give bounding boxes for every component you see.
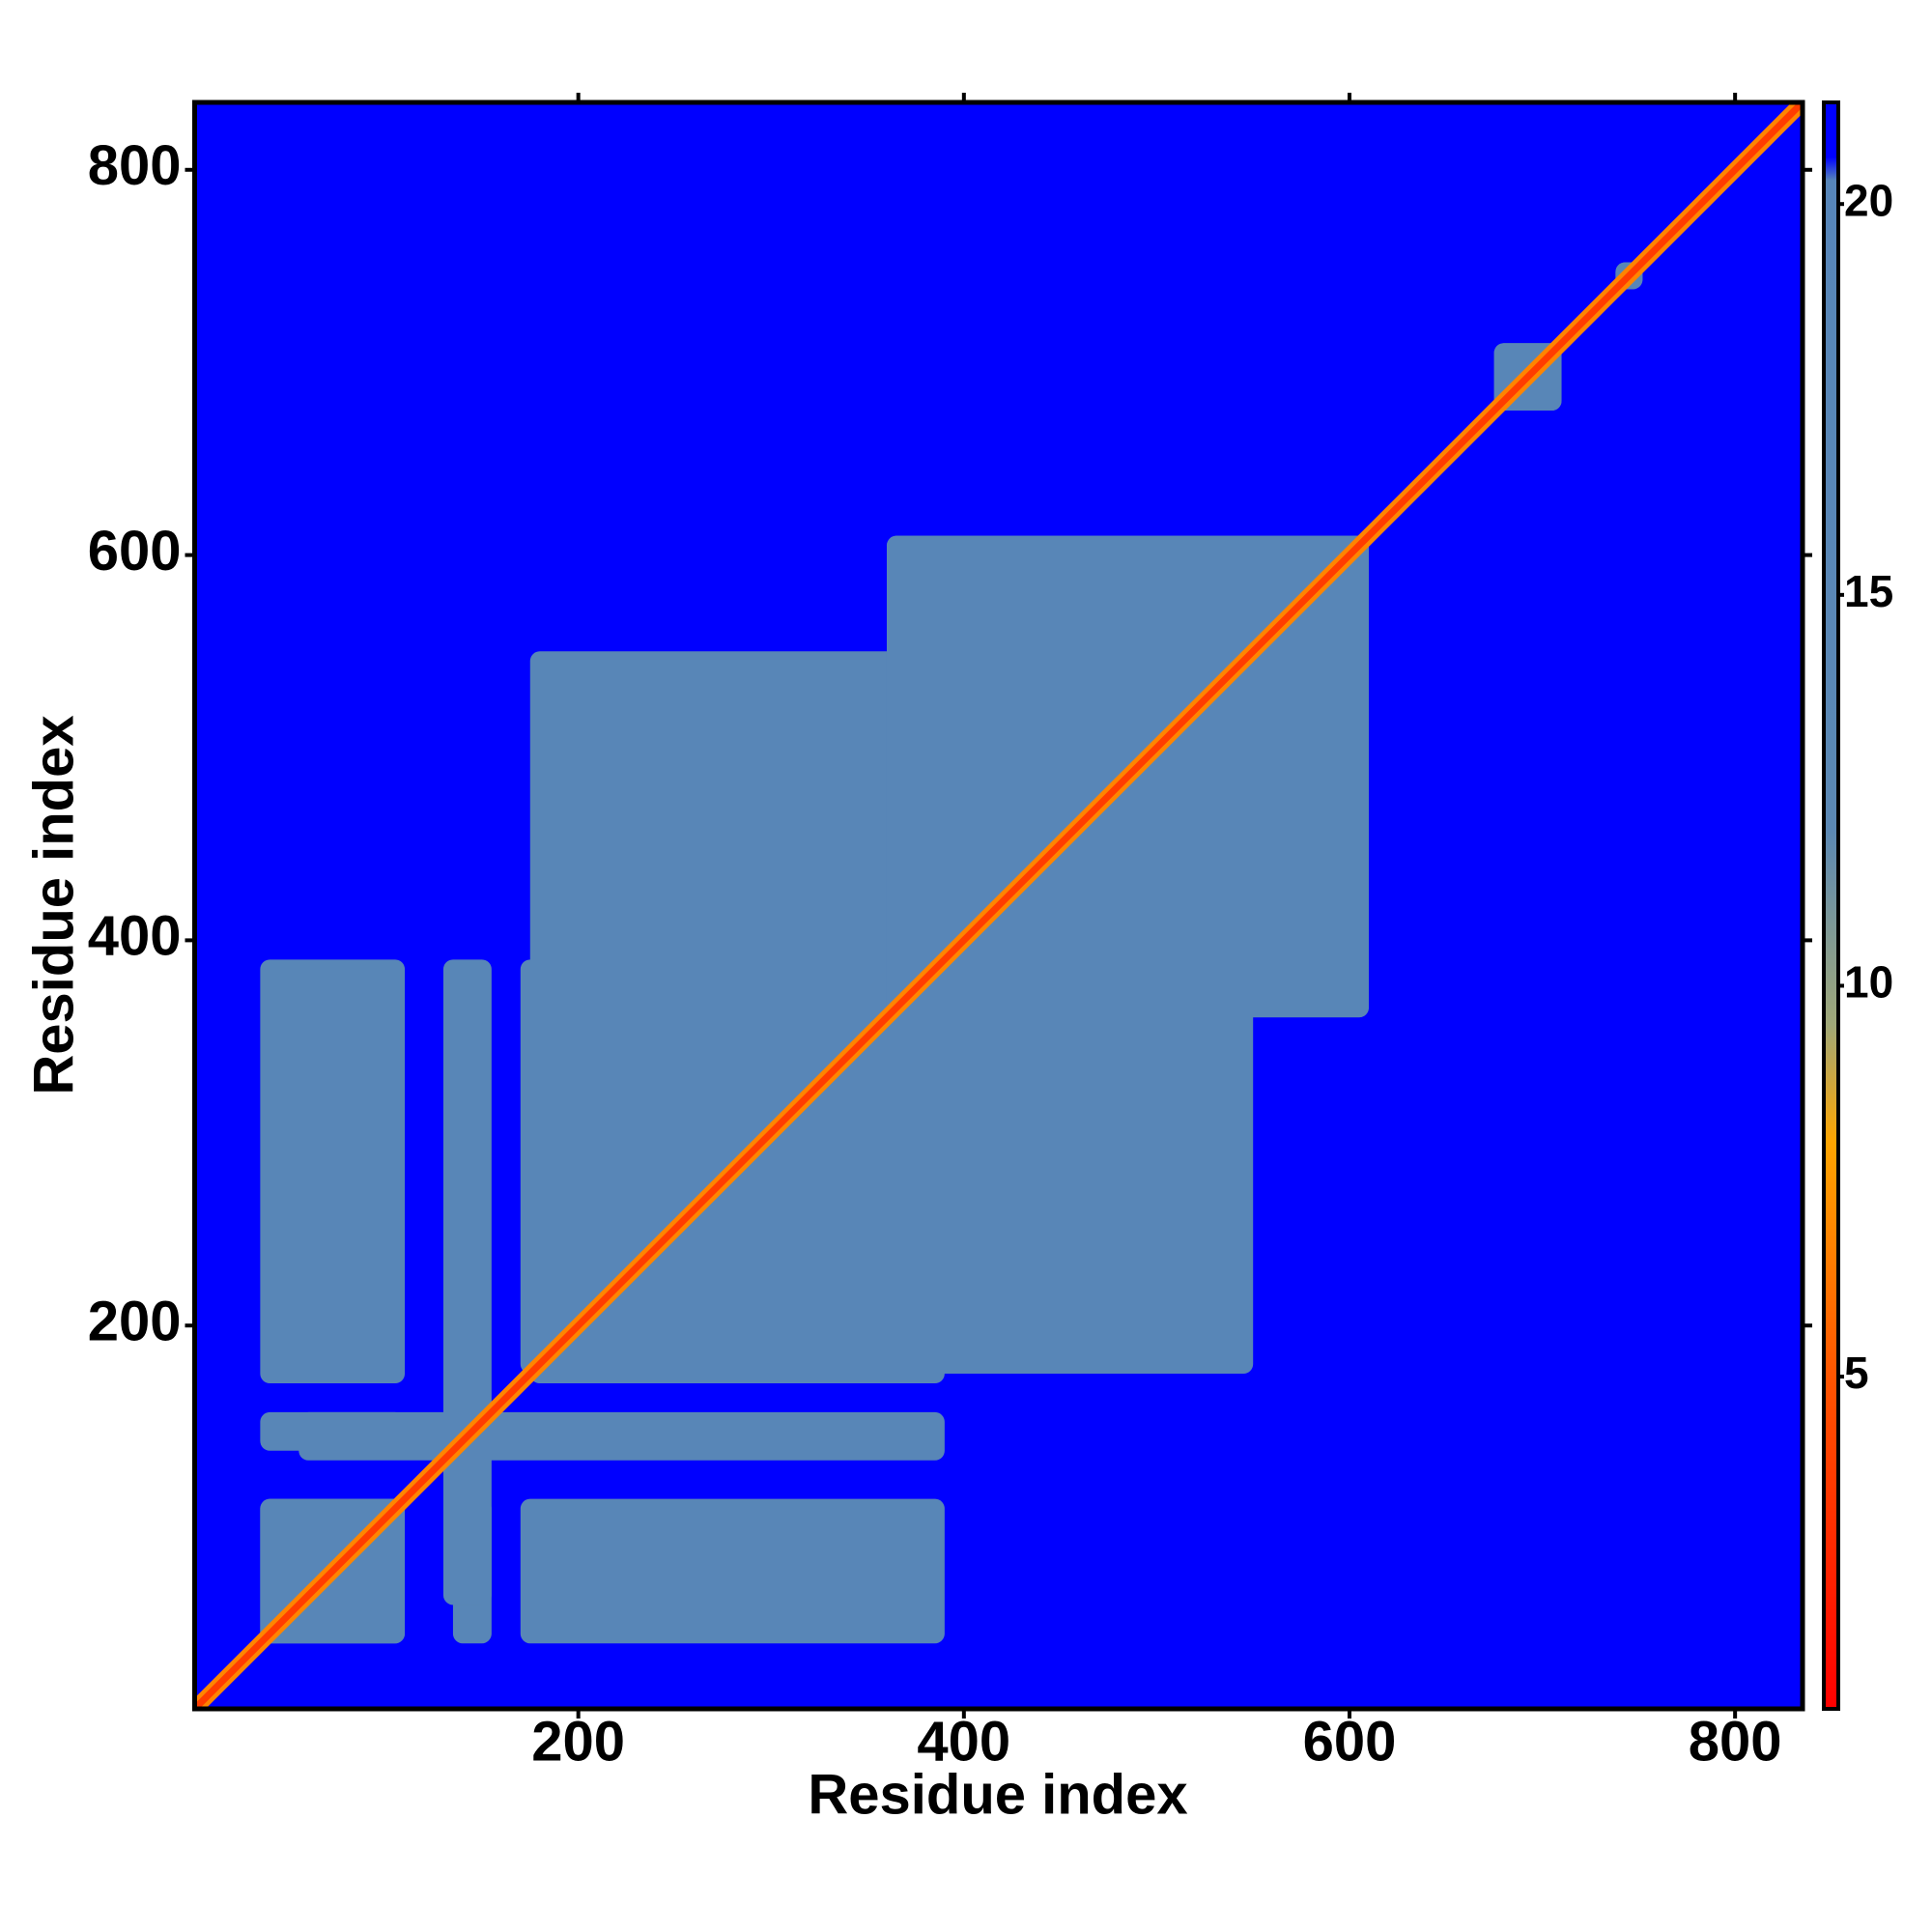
y-tick-label: 200 (88, 1291, 182, 1353)
y-tick-label: 400 (88, 905, 182, 968)
colorbar-tick-label: 20 (1844, 175, 1893, 225)
x-tick-label: 600 (1303, 1710, 1397, 1773)
y-tick-label: 600 (88, 520, 182, 582)
x-tick-label: 400 (917, 1710, 1010, 1773)
x-tick-label: 800 (1689, 1710, 1782, 1773)
heatmap-region (520, 959, 1254, 1375)
heatmap-region (298, 1411, 945, 1461)
heatmap-region (520, 1498, 945, 1644)
heatmap-region (260, 959, 406, 1384)
colorbar (1822, 100, 1840, 1711)
y-axis-title: Residue index (22, 715, 85, 1094)
colorbar-tick-label: 5 (1844, 1348, 1869, 1398)
diagonal-line (194, 102, 1803, 1709)
heatmap-region (442, 959, 492, 1605)
plot-frame (192, 99, 1805, 1712)
x-axis-title: Residue index (808, 1763, 1187, 1826)
colorbar-tick-label: 15 (1844, 566, 1893, 616)
x-tick-label: 200 (531, 1710, 625, 1773)
y-tick-label: 800 (88, 134, 182, 197)
colorbar-tick-label: 10 (1844, 957, 1893, 1008)
heatmap (194, 102, 1803, 1709)
